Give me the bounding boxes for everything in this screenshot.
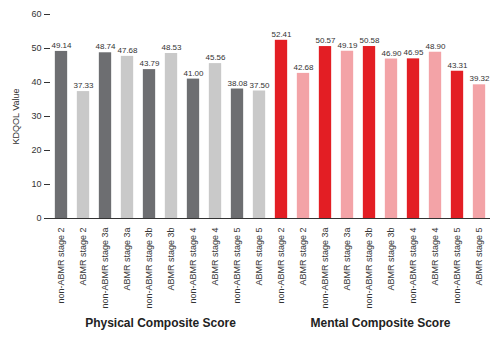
- svg-text:non-ABMR stage 3a: non-ABMR stage 3a: [320, 228, 330, 309]
- svg-text:non-ABMR stage 3b: non-ABMR stage 3b: [364, 228, 374, 309]
- svg-text:20: 20: [31, 145, 41, 155]
- svg-text:ABMR stage 4: ABMR stage 4: [210, 228, 220, 286]
- svg-text:41.00: 41.00: [183, 69, 204, 78]
- svg-text:ABMR stage 3b: ABMR stage 3b: [166, 228, 176, 291]
- svg-text:39.32: 39.32: [469, 74, 490, 83]
- svg-text:46.90: 46.90: [381, 49, 402, 58]
- svg-text:47.68: 47.68: [117, 46, 138, 55]
- svg-text:38.08: 38.08: [227, 79, 248, 88]
- svg-text:non-ABMR stage 4: non-ABMR stage 4: [188, 228, 198, 304]
- svg-text:ABMR stage 2: ABMR stage 2: [78, 228, 88, 286]
- svg-text:40: 40: [31, 77, 41, 87]
- svg-text:46.95: 46.95: [403, 48, 424, 57]
- svg-text:43.31: 43.31: [447, 61, 468, 70]
- svg-text:30: 30: [31, 111, 41, 121]
- svg-text:Mental Composite Score: Mental Composite Score: [310, 316, 450, 330]
- svg-text:ABMR stage 5: ABMR stage 5: [474, 228, 484, 286]
- svg-text:49.19: 49.19: [337, 41, 358, 50]
- svg-text:49.14: 49.14: [51, 41, 72, 50]
- svg-text:ABMR stage 2: ABMR stage 2: [298, 228, 308, 286]
- svg-text:non-ABMR stage 4: non-ABMR stage 4: [408, 228, 418, 304]
- svg-text:ABMR stage 4: ABMR stage 4: [430, 228, 440, 286]
- svg-text:non-ABMR stage 5: non-ABMR stage 5: [232, 228, 242, 304]
- svg-text:non-ABMR stage 3a: non-ABMR stage 3a: [100, 228, 110, 309]
- svg-text:48.53: 48.53: [161, 43, 182, 52]
- svg-text:non-ABMR stage 2: non-ABMR stage 2: [276, 228, 286, 304]
- svg-text:10: 10: [31, 179, 41, 189]
- svg-text:48.74: 48.74: [95, 42, 116, 51]
- svg-text:48.90: 48.90: [425, 42, 446, 51]
- svg-text:37.33: 37.33: [73, 81, 94, 90]
- svg-text:37.50: 37.50: [249, 81, 270, 90]
- svg-text:ABMR stage 3a: ABMR stage 3a: [342, 228, 352, 291]
- svg-text:Physical Composite Score: Physical Composite Score: [85, 316, 236, 330]
- svg-text:42.68: 42.68: [293, 63, 314, 72]
- svg-text:50: 50: [31, 43, 41, 53]
- svg-text:non-ABMR stage 5: non-ABMR stage 5: [452, 228, 462, 304]
- svg-text:ABMR stage 3b: ABMR stage 3b: [386, 228, 396, 291]
- svg-text:52.41: 52.41: [271, 30, 292, 39]
- svg-text:0: 0: [36, 213, 41, 223]
- svg-text:50.57: 50.57: [315, 36, 336, 45]
- svg-text:KDQOL Value: KDQOL Value: [11, 88, 21, 144]
- svg-text:ABMR stage 3a: ABMR stage 3a: [122, 228, 132, 291]
- svg-text:ABMR stage 5: ABMR stage 5: [254, 228, 264, 286]
- svg-text:non-ABMR stage 2: non-ABMR stage 2: [56, 228, 66, 304]
- svg-text:non-ABMR stage 3b: non-ABMR stage 3b: [144, 228, 154, 309]
- svg-text:43.79: 43.79: [139, 59, 160, 68]
- svg-text:60: 60: [31, 9, 41, 19]
- svg-text:50.58: 50.58: [359, 36, 380, 45]
- svg-text:45.56: 45.56: [205, 53, 226, 62]
